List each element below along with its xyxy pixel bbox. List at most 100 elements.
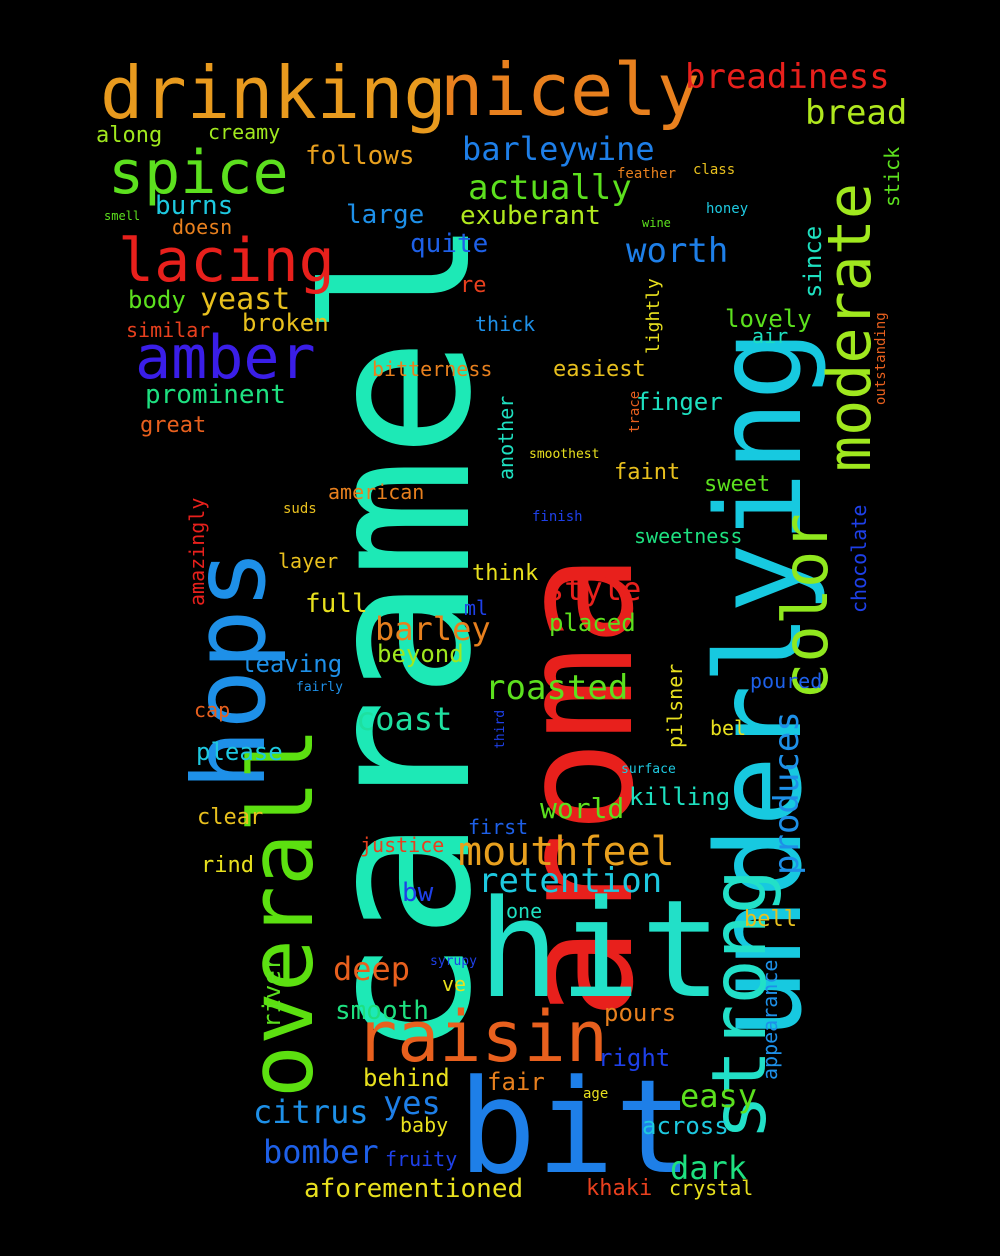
- word-pilsner: pilsner: [663, 663, 687, 748]
- word-justice: justice: [360, 833, 445, 857]
- word-style: style: [545, 569, 642, 608]
- word-one: one: [506, 899, 543, 923]
- word-across: across: [642, 1112, 729, 1141]
- word-age: age: [583, 1085, 609, 1102]
- word-finish: finish: [532, 508, 583, 525]
- word-layer: layer: [278, 549, 339, 573]
- word-river: river: [258, 955, 286, 1028]
- word-first: first: [468, 815, 529, 839]
- word-stick: stick: [880, 146, 904, 207]
- word-body: body: [128, 286, 186, 315]
- word-amber: amber: [135, 323, 316, 393]
- word-chocolate: chocolate: [847, 504, 871, 613]
- word-similar: similar: [126, 318, 211, 342]
- word-bitterness: bitterness: [372, 357, 493, 381]
- word-re: re: [460, 273, 487, 299]
- word-deep: deep: [333, 949, 411, 988]
- word-thick: thick: [475, 312, 536, 336]
- word-fruity: fruity: [385, 1147, 458, 1171]
- word-bel: bel: [710, 716, 747, 740]
- word-produces: produces: [767, 711, 807, 875]
- word-dark: dark: [670, 1148, 748, 1187]
- word-bomber: bomber: [263, 1132, 379, 1171]
- word-smoothest: smoothest: [529, 446, 600, 462]
- word-doesn: doesn: [172, 215, 233, 239]
- word-moderate: moderate: [815, 183, 885, 472]
- word-smooth: smooth: [335, 996, 429, 1027]
- word-lovely: lovely: [725, 305, 812, 334]
- word-amazingly: amazingly: [185, 497, 209, 606]
- word-yes: yes: [383, 1083, 441, 1122]
- word-mouthfeel: mouthfeel: [458, 829, 675, 875]
- word-since: since: [799, 225, 827, 298]
- word-bw: bw: [402, 878, 434, 909]
- word-suds: suds: [283, 500, 317, 517]
- word-wine: wine: [642, 215, 671, 230]
- word-outstanding: outstanding: [873, 312, 889, 405]
- word-along: along: [96, 123, 163, 149]
- word-bit: bit: [458, 1050, 693, 1203]
- word-leaving: leaving: [241, 650, 343, 679]
- word-baby: baby: [400, 1113, 449, 1137]
- word-beyond: beyond: [377, 640, 464, 669]
- word-ve: ve: [442, 972, 467, 996]
- word-aforementioned: aforementioned: [304, 1174, 524, 1205]
- word-behind: behind: [363, 1064, 450, 1093]
- word-prominent: prominent: [145, 380, 286, 411]
- word-surface: surface: [621, 761, 676, 777]
- word-clear: clear: [197, 805, 264, 831]
- word-another: another: [494, 395, 518, 480]
- word-american: american: [328, 480, 425, 504]
- word-air: air: [752, 324, 789, 348]
- word-ml: ml: [464, 596, 489, 620]
- word-pours: pours: [604, 999, 677, 1028]
- word-easy: easy: [680, 1076, 758, 1115]
- word-third: third: [493, 709, 508, 749]
- word-overall: overall: [230, 727, 333, 1098]
- word-bell: bell: [744, 907, 797, 933]
- word-lacing: lacing: [118, 226, 335, 296]
- word-nicely: nicely: [440, 47, 701, 132]
- word-lightly: lightly: [643, 278, 664, 354]
- word-sweetness: sweetness: [634, 524, 743, 548]
- word-trace: trace: [627, 390, 643, 433]
- word-poured: poured: [750, 669, 823, 693]
- word-rind: rind: [201, 853, 254, 879]
- word-bread: bread: [805, 92, 908, 133]
- word-great: great: [140, 413, 207, 439]
- word-crystal: crystal: [669, 1176, 754, 1200]
- word-fairly: fairly: [296, 679, 343, 695]
- word-cap: cap: [194, 698, 231, 722]
- word-coast: coast: [356, 699, 453, 738]
- word-appearance: appearance: [758, 959, 782, 1080]
- word-khaki: khaki: [586, 1176, 653, 1202]
- word-feather: feather: [617, 165, 677, 182]
- word-broken: broken: [242, 309, 329, 338]
- word-yeast: yeast: [200, 281, 291, 317]
- word-raisin: raisin: [355, 995, 608, 1078]
- word-exuberant: exuberant: [460, 201, 601, 232]
- word-citrus: citrus: [253, 1092, 369, 1131]
- word-smell: smell: [104, 208, 141, 223]
- word-spice: spice: [108, 138, 289, 208]
- word-quite: quite: [410, 229, 489, 260]
- word-world: world: [540, 792, 625, 826]
- word-creamy: creamy: [208, 120, 281, 144]
- word-barley: barley: [375, 609, 491, 648]
- word-killing: killing: [629, 783, 731, 812]
- word-barleywine: barleywine: [462, 129, 655, 168]
- word-fair: fair: [487, 1068, 545, 1097]
- word-drinking: drinking: [100, 50, 447, 135]
- word-breadiness: breadiness: [685, 56, 890, 97]
- word-please: please: [196, 738, 283, 767]
- word-roasted: roasted: [485, 667, 629, 708]
- word-honey: honey: [706, 200, 749, 217]
- word-syrupy: syrupy: [430, 953, 477, 969]
- word-retention: retention: [478, 860, 663, 901]
- word-class: class: [693, 161, 736, 178]
- word-placed: placed: [549, 609, 636, 638]
- word-worth: worth: [626, 230, 729, 271]
- word-hit: hit: [478, 870, 722, 1028]
- word-burns: burns: [155, 191, 234, 222]
- word-sweet: sweet: [704, 472, 771, 498]
